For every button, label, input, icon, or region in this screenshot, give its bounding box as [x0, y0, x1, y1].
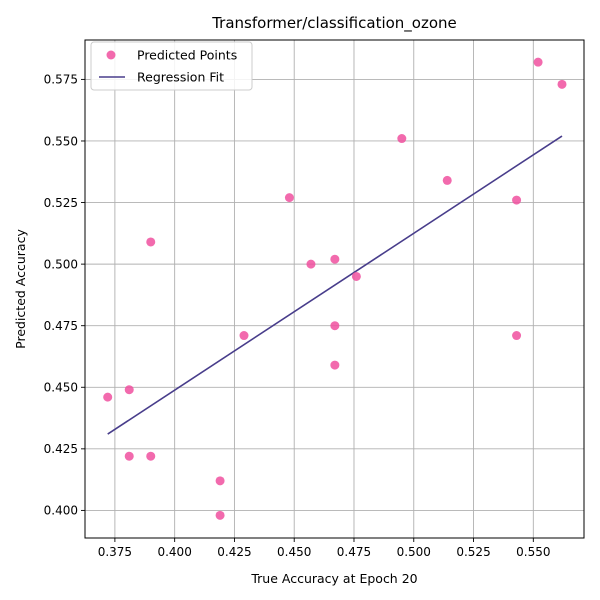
data-point: [146, 451, 156, 461]
regression-fit-line: [107, 135, 563, 435]
data-point: [124, 385, 134, 395]
data-point: [306, 259, 316, 269]
data-point: [351, 271, 361, 281]
data-point: [512, 195, 522, 205]
plot-frame: [84, 39, 585, 539]
data-point: [330, 321, 340, 331]
y-tick-label: 0.500: [44, 257, 78, 271]
legend: Predicted Points Regression Fit: [90, 41, 253, 91]
y-tick-label: 0.450: [44, 381, 78, 395]
y-tick-label: 0.400: [44, 504, 78, 518]
data-point: [103, 392, 113, 402]
data-point: [146, 237, 156, 247]
x-tick-label: 0.400: [157, 545, 191, 559]
data-point: [533, 57, 543, 67]
data-point: [284, 193, 294, 203]
chart-title: Transformer/classification_ozone: [211, 14, 457, 33]
x-tick-label: 0.525: [456, 545, 490, 559]
data-point: [239, 331, 249, 341]
data-point: [397, 134, 407, 144]
legend-marker-predicted-points: [106, 50, 116, 60]
y-tick-label: 0.425: [44, 442, 78, 456]
x-axis: 0.375 0.400 0.425 0.450 0.475 0.500 0.525 0.550: [98, 538, 550, 559]
y-tick-label: 0.525: [44, 196, 78, 210]
y-tick-label: 0.475: [44, 319, 78, 333]
points-layer: [103, 57, 567, 520]
y-tick-label: 0.575: [44, 73, 78, 87]
x-axis-title: True Accuracy at Epoch 20: [250, 571, 417, 586]
x-tick-label: 0.500: [397, 545, 431, 559]
legend-box: [90, 41, 253, 91]
legend-label-regression-fit: Regression Fit: [137, 70, 224, 85]
x-tick-label: 0.550: [516, 545, 550, 559]
data-point: [330, 254, 340, 264]
x-tick-label: 0.450: [277, 545, 311, 559]
regression-layer: [107, 135, 563, 435]
grid: [85, 40, 584, 538]
x-tick-label: 0.475: [337, 545, 371, 559]
data-point: [512, 331, 522, 341]
y-axis: 0.400 0.425 0.450 0.475 0.500 0.525 0.550 0.575: [44, 73, 85, 518]
legend-label-predicted-points: Predicted Points: [137, 48, 237, 63]
data-point: [557, 79, 567, 89]
data-point: [330, 360, 340, 370]
x-tick-label: 0.375: [98, 545, 132, 559]
x-tick-label: 0.425: [217, 545, 251, 559]
y-axis-title: Predicted Accuracy: [13, 229, 28, 349]
data-point: [124, 451, 134, 461]
data-point: [442, 175, 452, 185]
data-point: [215, 510, 225, 520]
y-tick-label: 0.550: [44, 134, 78, 148]
data-point: [215, 476, 225, 486]
